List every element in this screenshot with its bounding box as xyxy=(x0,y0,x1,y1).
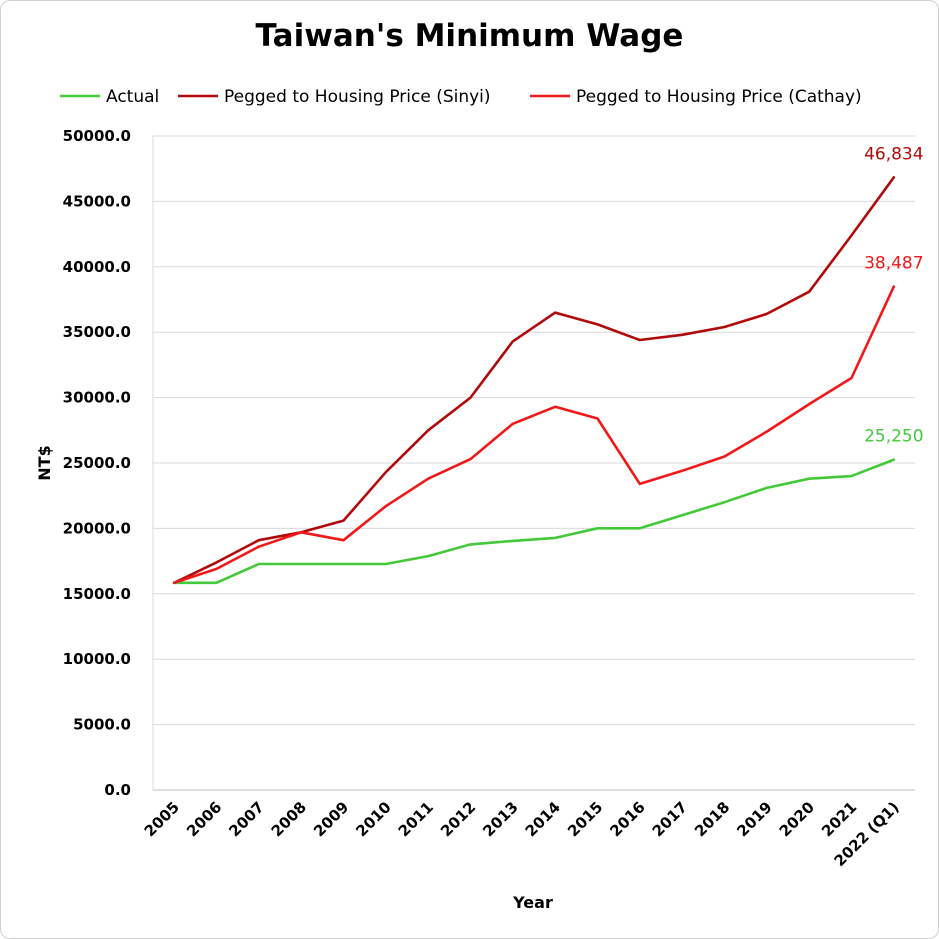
x-tick-label: 2008 xyxy=(268,798,310,840)
y-axis-ticks: 0.0 5000.0 10000.0 15000.0 20000.0 25000.0 300… xyxy=(63,127,131,799)
y-tick-label: 5000.0 xyxy=(73,716,131,734)
y-tick-label: 10000.0 xyxy=(63,650,131,668)
x-axis-title: Year xyxy=(512,893,553,912)
end-value-label: 46,834 xyxy=(864,144,923,164)
legend-label: Actual xyxy=(106,87,159,107)
x-tick-label: 2016 xyxy=(606,798,648,840)
series-lines xyxy=(172,176,896,585)
end-value-label: 25,250 xyxy=(864,427,923,447)
x-tick-label: 2005 xyxy=(141,798,183,840)
y-tick-label: 30000.0 xyxy=(63,389,131,407)
y-tick-label: 50000.0 xyxy=(63,127,131,145)
chart-title: Taiwan's Minimum Wage xyxy=(255,18,684,54)
x-tick-label: 2020 xyxy=(776,798,818,840)
y-tick-label: 15000.0 xyxy=(63,585,131,603)
x-tick-label: 2018 xyxy=(691,798,733,840)
x-tick-label: 2019 xyxy=(733,798,775,840)
y-tick-label: 35000.0 xyxy=(63,323,131,341)
x-tick-label: 2012 xyxy=(437,798,479,840)
x-tick-label: 2017 xyxy=(649,798,691,840)
x-tick-label: 2006 xyxy=(183,798,225,840)
y-tick-label: 0.0 xyxy=(104,781,131,799)
series-line xyxy=(172,176,896,585)
x-tick-label: 2009 xyxy=(310,798,352,840)
y-tick-label: 25000.0 xyxy=(63,454,131,472)
x-tick-label: 2014 xyxy=(522,798,564,840)
x-tick-label: 2013 xyxy=(479,798,521,840)
end-value-label: 38,487 xyxy=(864,254,923,274)
gridlines xyxy=(152,135,915,791)
x-tick-label: 2011 xyxy=(395,798,437,840)
x-tick-label: 2010 xyxy=(352,798,394,840)
y-tick-label: 45000.0 xyxy=(63,192,131,210)
end-labels: 25,250 46,834 38,487 xyxy=(864,144,923,446)
y-axis-title: NT$ xyxy=(35,445,54,480)
legend-label: Pegged to Housing Price (Cathay) xyxy=(576,87,862,107)
series-line xyxy=(172,285,896,585)
series-line xyxy=(172,458,896,585)
x-axis-ticks: 2005 2006 2007 2008 2009 2010 2011 2012 2013 2014… xyxy=(141,798,903,870)
y-tick-label: 40000.0 xyxy=(63,258,131,276)
x-tick-label: 2007 xyxy=(225,798,267,840)
legend-label: Pegged to Housing Price (Sinyi) xyxy=(224,87,491,107)
y-tick-label: 20000.0 xyxy=(63,519,131,537)
legend: Actual Pegged to Housing Price (Sinyi) Peg… xyxy=(60,87,862,107)
x-tick-label: 2015 xyxy=(564,798,606,840)
